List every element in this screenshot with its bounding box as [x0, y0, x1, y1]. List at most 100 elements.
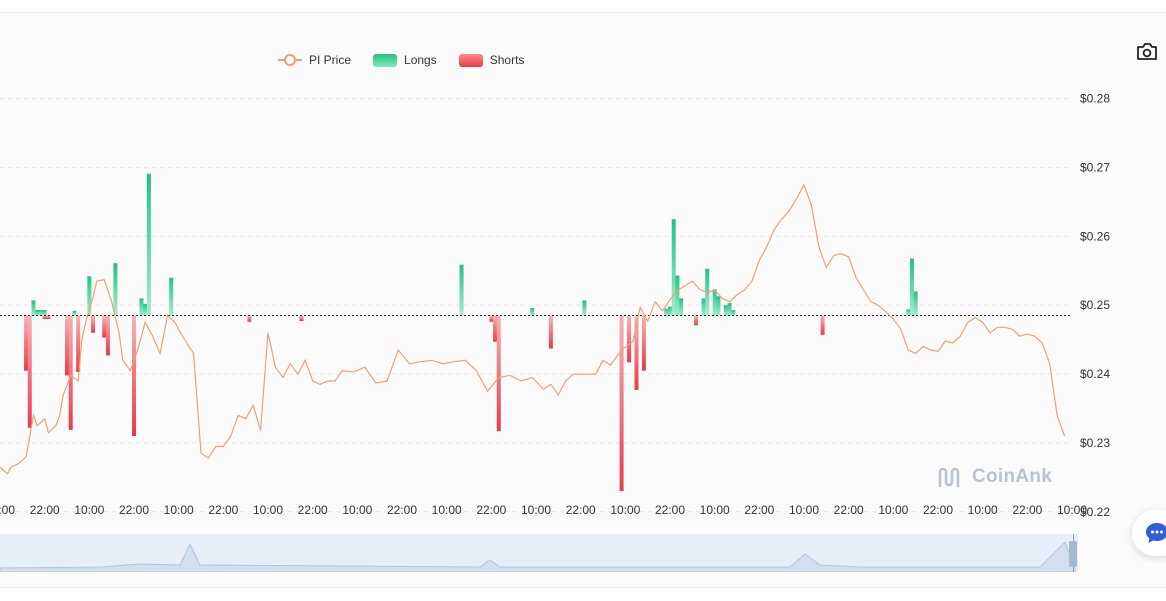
- short-bar: [489, 315, 494, 322]
- long-bar: [139, 298, 144, 316]
- x-tick-label: 22:00: [655, 503, 685, 517]
- long-bar: [913, 291, 918, 316]
- long-bar: [701, 298, 706, 316]
- y-tick-label: $0.27: [1080, 161, 1110, 175]
- coinank-logo-icon: [938, 467, 960, 488]
- short-bar: [641, 315, 646, 371]
- x-tick-label: 22:00: [566, 503, 596, 517]
- x-tick-label: 22:00: [387, 503, 417, 517]
- short-bar: [76, 315, 81, 373]
- legend-longs-label: Longs: [404, 53, 437, 67]
- long-bar: [143, 303, 148, 316]
- legend-item-price[interactable]: PI Price: [278, 53, 351, 67]
- y-tick-label: $0.24: [1080, 367, 1110, 381]
- save-image-button[interactable]: [1136, 42, 1158, 62]
- long-bar: [716, 296, 721, 316]
- y-axis: $0.28 $0.27 $0.26 $0.25 $0.24 $0.23 $0.22: [0, 92, 1110, 519]
- zoom-slider-handle[interactable]: [1069, 541, 1077, 567]
- short-bar: [247, 315, 252, 322]
- x-tick-label: 22:00: [298, 503, 328, 517]
- legend-shorts-label: Shorts: [489, 53, 525, 67]
- short-bar: [299, 315, 304, 322]
- x-tick-label: 10:00: [432, 503, 462, 517]
- x-tick-label: 10:00: [700, 503, 730, 517]
- short-bar: [42, 315, 47, 319]
- chat-bubble-icon: [1146, 523, 1166, 543]
- x-tick-label: 10:00: [968, 503, 998, 517]
- short-bar: [91, 315, 96, 333]
- y-tick-label: $0.22: [1080, 505, 1110, 519]
- chart-canvas: $0.28$0.27$0.26$0.25$0.24$0.23$0.2210:00…: [0, 92, 1110, 519]
- x-tick-label: 10:00: [610, 503, 640, 517]
- short-bar: [102, 315, 107, 338]
- y-tick-label: $0.23: [1080, 436, 1110, 450]
- x-axis: 10:00 22:00 10:00 22:00 10:00 22:00 10:00 22:00…: [0, 503, 1087, 517]
- liquidation-chart: $0.28$0.27$0.26$0.25$0.24$0.23$0.2210:00…: [0, 12, 1166, 588]
- long-bar: [727, 303, 732, 316]
- camera-icon: [1137, 43, 1157, 60]
- long-bar: [906, 309, 911, 316]
- legend-item-longs[interactable]: Longs: [373, 53, 437, 67]
- short-bar: [820, 315, 825, 335]
- long-bar: [113, 263, 118, 316]
- long-bar: [671, 219, 676, 316]
- long-bar: [31, 300, 36, 316]
- x-tick-label: 10:00: [789, 503, 819, 517]
- long-bar: [459, 264, 464, 316]
- legend-price-label: PI Price: [309, 53, 352, 67]
- legend-item-shorts[interactable]: Shorts: [458, 53, 525, 67]
- long-bar: [712, 289, 717, 316]
- long-bar: [72, 310, 77, 316]
- long-bar: [668, 306, 672, 316]
- long-bar: [146, 173, 151, 316]
- x-tick-label: 22:00: [476, 503, 506, 517]
- long-bar: [675, 275, 680, 316]
- short-bar: [65, 315, 69, 376]
- watermark-text: CoinAnk: [972, 466, 1053, 487]
- x-tick-label: 10:00: [164, 503, 194, 517]
- x-tick-label: 22:00: [834, 503, 864, 517]
- y-tick-label: $0.26: [1080, 229, 1110, 243]
- long-bar: [38, 310, 43, 316]
- short-bar: [24, 315, 29, 371]
- x-tick-label: 10:00: [0, 503, 15, 517]
- short-bar: [496, 315, 501, 432]
- x-tick-label: 22:00: [923, 503, 953, 517]
- x-tick-label: 22:00: [208, 503, 238, 517]
- price-legend-icon: [278, 54, 302, 66]
- short-bar: [694, 315, 699, 326]
- long-bar: [679, 298, 684, 316]
- x-tick-label: 22:00: [30, 503, 60, 517]
- x-tick-label: 10:00: [521, 503, 551, 517]
- long-bar: [705, 268, 710, 316]
- long-bar: [664, 308, 669, 316]
- x-tick-label: 10:00: [1057, 503, 1087, 517]
- x-tick-label: 10:00: [74, 503, 104, 517]
- short-bar: [548, 315, 553, 349]
- short-bar: [619, 315, 624, 492]
- long-bar: [530, 307, 535, 316]
- short-bar: [27, 315, 32, 428]
- short-bar: [493, 315, 498, 342]
- long-bar: [909, 258, 914, 316]
- zoom-slider[interactable]: [0, 534, 1078, 573]
- long-bar: [731, 310, 736, 316]
- long-bar: [582, 300, 587, 316]
- short-bar: [132, 315, 136, 437]
- longs-legend-icon: [373, 53, 398, 67]
- x-tick-label: 10:00: [878, 503, 908, 517]
- chart-legend: PI Price Longs Shorts: [278, 53, 524, 67]
- long-bar: [87, 276, 92, 316]
- x-tick-label: 22:00: [1012, 503, 1042, 517]
- long-bar: [723, 305, 728, 316]
- liquidation-bars: [24, 173, 918, 492]
- y-tick-label: $0.25: [1080, 298, 1110, 312]
- price-line: [0, 183, 1066, 475]
- short-bar: [46, 315, 51, 319]
- zoom-slider-overview: [0, 534, 1078, 573]
- short-bar: [627, 315, 632, 363]
- x-tick-label: 10:00: [342, 503, 372, 517]
- x-tick-label: 10:00: [253, 503, 283, 517]
- short-bar: [634, 315, 639, 390]
- chat-support-button[interactable]: [1132, 510, 1166, 556]
